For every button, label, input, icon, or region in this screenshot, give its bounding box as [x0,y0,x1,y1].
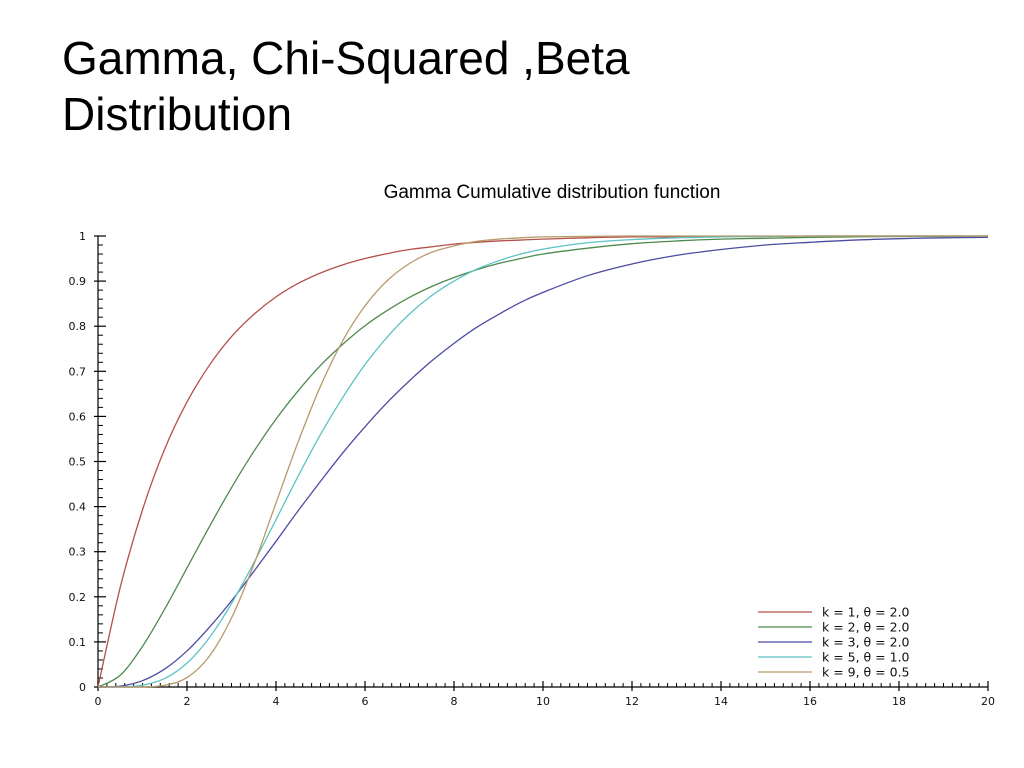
x-tick-label: 8 [451,695,458,708]
y-tick-label: 0.7 [69,365,87,378]
x-tick-label: 2 [184,695,191,708]
legend-label: k = 3, θ = 2.0 [822,635,910,650]
series-line-3 [97,236,989,688]
y-tick-label: 0.5 [69,456,87,469]
slide-title: Gamma, Chi-Squared ,Beta Distribution [62,30,962,142]
y-tick-label: 1 [79,230,86,243]
y-tick-label: 0.1 [69,636,87,649]
series-line-5 [97,235,988,688]
x-tick-label: 10 [536,695,550,708]
series-lines [97,235,989,688]
x-tick-label: 6 [362,695,369,708]
slide-title-line-1: Gamma, Chi-Squared ,Beta [62,32,630,84]
y-tick-label: 0.3 [69,546,87,559]
chart-axes: 0 2 4 6 8 10 12 14 16 18 20 0 0.1 0.2 0.3 0.4 0.5 0.6 0.7 0… [69,230,996,708]
x-tick-label: 18 [892,695,906,708]
x-tick-label: 4 [273,695,280,708]
legend-label: k = 5, θ = 1.0 [822,650,910,665]
y-tick-label: 0.8 [69,320,87,333]
legend-label: k = 1, θ = 2.0 [822,605,910,620]
y-tick-label: 0.2 [69,591,87,604]
y-tick-label: 0 [79,681,86,694]
x-tick-label: 0 [95,695,102,708]
y-tick-label: 0.4 [69,501,87,514]
slide-title-line-2: Distribution [62,88,293,140]
chart-title: Gamma Cumulative distribution function [384,182,721,203]
series-line-2 [97,235,989,688]
x-tick-label: 12 [625,695,639,708]
x-tick-label: 16 [803,695,817,708]
y-tick-label: 0.6 [69,410,87,423]
x-tick-label: 20 [981,695,995,708]
legend-label: k = 9, θ = 0.5 [822,665,910,680]
x-tick-label: 14 [714,695,728,708]
legend-label: k = 2, θ = 2.0 [822,620,910,635]
chart-legend: k = 1, θ = 2.0k = 2, θ = 2.0k = 3, θ = 2… [758,605,910,680]
y-tick-label: 0.9 [69,275,87,288]
